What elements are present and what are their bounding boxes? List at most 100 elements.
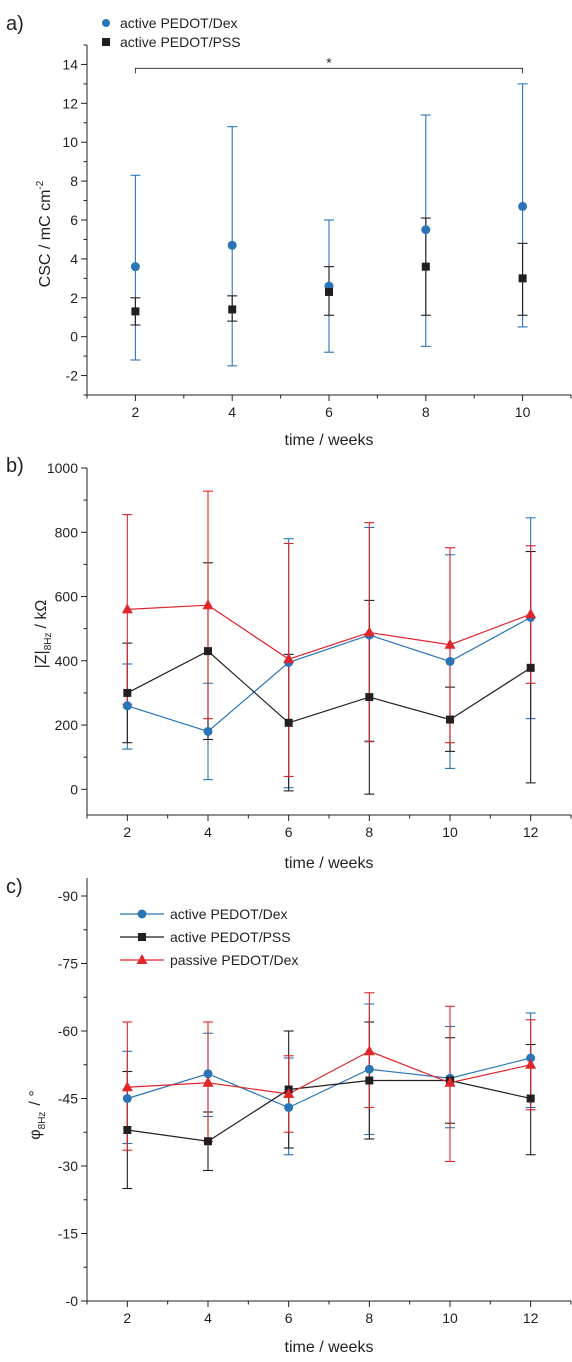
panel-a-point-active-pedot-pss: [518, 274, 527, 283]
panel-c-series-line-passive-pedot-dex: [127, 1050, 531, 1095]
panel-c-y-tick-label: -60: [58, 1023, 78, 1039]
panel-b-point-active-pedot-pss: [446, 715, 454, 724]
panel-c-point-passive-pedot-dex: [444, 1076, 456, 1087]
panel-b-series-line-active-pedot-pss: [127, 650, 531, 724]
panel-a-y-tick-label: 6: [70, 212, 78, 228]
panel-b-y-axis-title-main: |Z|: [33, 650, 50, 668]
panel-c-series-line-active-pedot-dex: [127, 1057, 531, 1109]
panel-c-x-tick-label: 10: [442, 1310, 458, 1326]
panel-c-point-active-pedot-dex: [284, 1103, 294, 1112]
panel-b-axes: 2 4 6 8 10 12 0 200 400 600 800 1000: [47, 460, 572, 840]
panel-a-point-active-pedot-pss: [325, 287, 333, 296]
panel-a-y-tick-label: 14: [62, 56, 78, 72]
panel-a-y-tick-label: 10: [62, 134, 78, 150]
panel-c-x-tick-label: 6: [285, 1310, 293, 1326]
legend-label-active-pedot-pss-c: active PEDOT/PSS: [170, 929, 291, 945]
panel-c-y-tick-label: -0: [66, 1293, 79, 1309]
panel-a-x-axis-title: time / weeks: [285, 432, 374, 449]
panel-a-point-active-pedot-pss: [228, 305, 237, 314]
legend-marker-active-pedot-dex-c: [137, 909, 147, 919]
panel-b-point-passive-pedot-dex: [525, 608, 537, 619]
panel-c-point-active-pedot-pss: [204, 1137, 212, 1146]
panel-b-point-active-pedot-dex: [445, 656, 455, 666]
panel-c-axes: 2 4 6 8 10 12 -90 -75 -60 -45 -30 -15 -0: [58, 878, 572, 1326]
panel-a-point-active-pedot-dex: [518, 201, 528, 211]
legend-marker-active-pedot-dex: [102, 19, 110, 27]
panel-c-point-passive-pedot-dex: [202, 1076, 214, 1087]
legend-label-active-pedot-dex: active PEDOT/Dex: [120, 15, 237, 31]
panel-c-y-axis-title-subscript: 8Hz: [37, 1112, 48, 1130]
panel-c-y-axis-title: φ8Hz / °: [27, 1090, 48, 1139]
panel-c-y-tick-label: -75: [58, 956, 78, 972]
panel-c-y-tick-label: -45: [58, 1091, 78, 1107]
panel-c-y-tick-label: -30: [58, 1158, 78, 1174]
panel-a-y-tick-label: -2: [66, 368, 79, 384]
panel-b-x-tick-label: 8: [365, 824, 373, 840]
legend-marker-passive-pedot-dex: [136, 954, 148, 964]
panel-b-series-line-active-pedot-dex: [127, 616, 531, 733]
panel-label-b: b): [6, 455, 24, 477]
panel-c-point-active-pedot-dex: [203, 1069, 213, 1079]
panel-a-x-tick-label: 2: [132, 404, 140, 420]
panel-a-y-tick-label: 2: [70, 290, 78, 306]
panel-b-y-tick-label: 600: [55, 589, 79, 605]
panel-b-point-passive-pedot-dex: [444, 638, 456, 649]
panel-a-point-active-pedot-dex: [421, 225, 431, 235]
panel-b-point-active-pedot-dex: [203, 726, 213, 736]
panel-a-axes: 2 4 6 8 10 -2 0 2 4 6 8 10 12 14 *: [62, 44, 572, 420]
panel-b-y-tick-label: 800: [55, 524, 79, 540]
panel-b-x-tick-label: 4: [204, 824, 212, 840]
panel-c-x-axis-title: time / weeks: [285, 1339, 374, 1356]
panel-b-x-axis-title: time / weeks: [285, 855, 374, 872]
legend-label-active-pedot-dex-c: active PEDOT/Dex: [170, 906, 287, 922]
panel-a-y-axis-title-superscript: -2: [35, 180, 46, 189]
panel-label-a: a): [6, 13, 24, 35]
legend-label-active-pedot-pss: active PEDOT/PSS: [120, 34, 241, 50]
panel-c-x-tick-label: 4: [204, 1310, 212, 1326]
panel-c-point-passive-pedot-dex: [363, 1045, 375, 1056]
panel-a-x-tick-label: 8: [422, 404, 430, 420]
panel-a-point-active-pedot-pss: [131, 307, 140, 316]
panel-b-point-active-pedot-pss: [284, 718, 293, 727]
panel-b-point-active-pedot-pss: [526, 663, 535, 672]
panel-a-y-tick-label: 4: [70, 251, 78, 267]
panel-a-csc-chart: a) 2 4 6 8 10 -2 0 2 4 6 8 10 12 14 * active PEDOT/Dex…: [6, 13, 572, 449]
panel-c-x-tick-label: 2: [123, 1310, 131, 1326]
panel-c-point-active-pedot-dex: [526, 1053, 536, 1063]
panel-b-x-tick-label: 12: [523, 824, 539, 840]
panel-b-point-active-pedot-pss: [123, 688, 132, 697]
panel-a-legend: active PEDOT/Dex active PEDOT/PSS: [102, 15, 241, 50]
panel-a-y-tick-label: 0: [70, 329, 78, 345]
panel-c-point-active-pedot-pss: [365, 1076, 374, 1085]
panel-a-point-active-pedot-dex: [130, 262, 140, 272]
panel-c-y-tick-label: -90: [58, 888, 78, 904]
panel-label-c: c): [6, 876, 23, 898]
panel-c-point-passive-pedot-dex: [121, 1081, 133, 1092]
panel-b-point-passive-pedot-dex: [283, 653, 295, 664]
legend-label-passive-pedot-dex: passive PEDOT/Dex: [170, 952, 298, 968]
panel-b-point-active-pedot-dex: [122, 701, 132, 711]
panel-b-impedance-chart: b) 2 4 6 8 10 12 0 200 400 600 800 1000 time / week…: [6, 455, 572, 872]
panel-b-y-tick-label: 0: [70, 781, 78, 797]
panel-a-x-tick-label: 10: [515, 404, 531, 420]
panel-c-y-axis-title-main: φ: [27, 1129, 44, 1139]
legend-marker-active-pedot-pss-c: [138, 933, 146, 941]
panel-b-y-axis-title-subscript: 8Hz: [43, 632, 54, 650]
panel-b-x-tick-label: 10: [442, 824, 458, 840]
panel-a-significance-bracket: [135, 67, 523, 74]
panel-a-y-tick-label: 12: [62, 95, 78, 111]
panel-b-y-tick-label: 400: [55, 653, 79, 669]
panel-c-point-active-pedot-dex: [122, 1094, 132, 1103]
panel-c-x-tick-label: 12: [523, 1310, 539, 1326]
panel-a-point-active-pedot-dex: [227, 240, 237, 250]
legend-marker-active-pedot-pss: [102, 38, 110, 46]
panel-c-y-axis-title-unit: / °: [27, 1090, 44, 1105]
panel-b-point-passive-pedot-dex: [202, 599, 214, 610]
panel-a-x-tick-label: 6: [325, 404, 333, 420]
panel-a-y-axis-title: CSC / mC cm-2: [35, 180, 54, 287]
panel-c-point-active-pedot-pss: [526, 1094, 535, 1103]
panel-c-point-passive-pedot-dex: [525, 1058, 537, 1069]
panel-b-series-line-passive-pedot-dex: [127, 604, 531, 660]
panel-c-legend: active PEDOT/Dex active PEDOT/PSS passiv…: [120, 906, 298, 968]
